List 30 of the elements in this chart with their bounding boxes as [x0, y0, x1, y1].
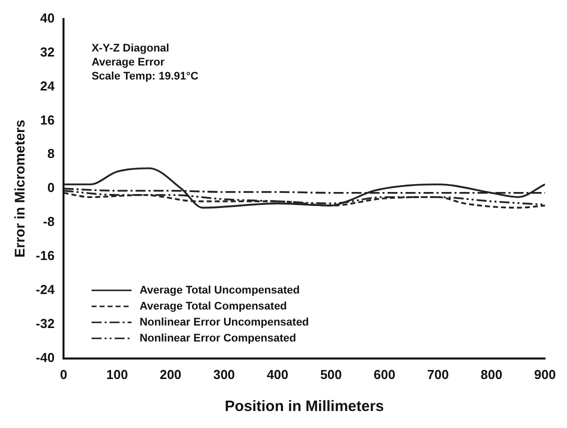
y-axis-title: Error in Micrometers [11, 120, 28, 258]
y-tick-label: 16 [40, 112, 55, 128]
legend-label: Average Total Uncompensated [140, 284, 300, 296]
y-tick-label: 0 [47, 180, 55, 196]
x-tick-label: 400 [266, 366, 288, 382]
y-tick-label: 40 [40, 10, 55, 26]
y-tick-label: -32 [36, 316, 55, 332]
legend-label: Average Total Compensated [140, 300, 287, 312]
y-tick-label: 32 [40, 44, 55, 60]
x-tick-label: 300 [213, 366, 235, 382]
y-tick-label: 8 [47, 146, 55, 162]
x-tick-label: 500 [320, 366, 342, 382]
x-tick-label: 200 [160, 366, 182, 382]
y-tick-label: -40 [36, 350, 55, 365]
x-tick-label: 600 [374, 366, 396, 382]
y-tick-label: 24 [40, 78, 56, 94]
y-tick-label: -16 [36, 248, 55, 264]
y-tick-label: -8 [43, 214, 55, 230]
x-tick-label: 700 [427, 366, 449, 382]
y-tick-label: -24 [36, 282, 56, 298]
x-tick-label: 100 [106, 366, 128, 382]
annotation: X-Y-Z Diagonal [92, 42, 170, 54]
x-tick-label: 900 [534, 366, 556, 382]
legend-label: Nonlinear Error Uncompensated [140, 316, 309, 328]
annotation: Average Error [92, 56, 166, 68]
annotation: Scale Temp: 19.91°C [92, 70, 199, 82]
legend-label: Nonlinear Error Compensated [140, 332, 296, 344]
x-axis-title: Position in Millimeters [224, 398, 384, 416]
x-tick-label: 0 [60, 366, 68, 382]
x-tick-label: 800 [480, 366, 502, 382]
